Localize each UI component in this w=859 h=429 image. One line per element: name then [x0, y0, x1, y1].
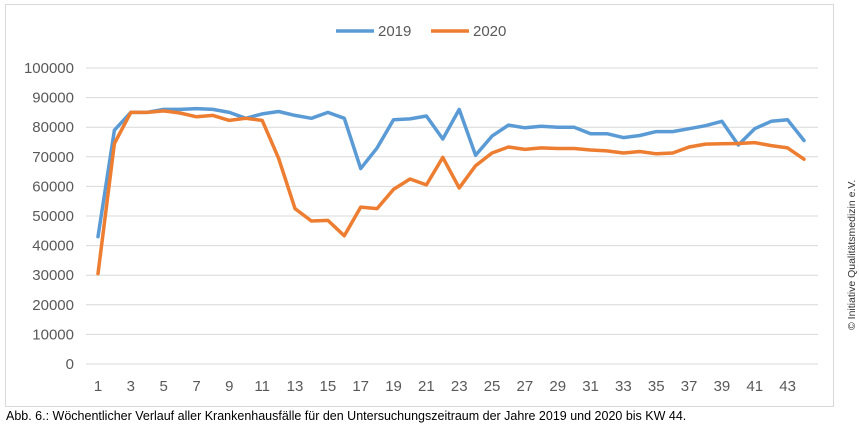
- x-tick-label: 3: [127, 378, 135, 395]
- y-tick-label: 20000: [32, 297, 74, 314]
- x-tick-label: 35: [648, 378, 665, 395]
- y-tick-label: 0: [66, 356, 74, 373]
- y-tick-label: 90000: [32, 90, 74, 107]
- x-tick-label: 29: [549, 378, 566, 395]
- series-layer: [96, 106, 806, 276]
- legend-label-2019: 2019: [378, 23, 411, 40]
- x-axis-labels: 1 3 5 7 9 11 13 15 17 19 21 23 25 27 29 31 33 35 37 39 41 43: [94, 378, 796, 395]
- x-tick-label: 19: [385, 378, 402, 395]
- x-tick-label: 37: [681, 378, 698, 395]
- x-tick-label: 15: [320, 378, 337, 395]
- x-tick-label: 1: [94, 378, 102, 395]
- x-tick-label: 21: [418, 378, 435, 395]
- y-tick-label: 80000: [32, 119, 74, 136]
- x-tick-label: 5: [160, 378, 168, 395]
- x-tick-label: 41: [746, 378, 763, 395]
- x-tick-label: 7: [192, 378, 200, 395]
- x-tick-label: 33: [615, 378, 632, 395]
- x-tick-label: 27: [517, 378, 534, 395]
- x-tick-label: 13: [287, 378, 304, 395]
- y-tick-label: 10000: [32, 326, 74, 343]
- y-tick-label: 40000: [32, 238, 74, 255]
- y-tick-label: 70000: [32, 149, 74, 166]
- line-chart: 0 10000 20000 30000 40000 50000 60000 70000 8000…: [24, 23, 818, 395]
- x-tick-label: 9: [225, 378, 233, 395]
- y-tick-label: 50000: [32, 208, 74, 225]
- legend: 2019 2020: [336, 23, 506, 40]
- grid-layer: [86, 67, 818, 365]
- y-tick-label: 100000: [24, 60, 74, 77]
- x-tick-label: 39: [714, 378, 731, 395]
- copyright-notice: © Initiative Qualitätsmedizin e.V.: [846, 179, 858, 330]
- figure-caption: Abb. 6.: Wöchentlicher Verlauf aller Kra…: [6, 409, 687, 423]
- x-tick-label: 43: [779, 378, 796, 395]
- x-tick-label: 25: [484, 378, 501, 395]
- chart-frame: 0 10000 20000 30000 40000 50000 60000 70000 8000…: [5, 4, 834, 407]
- x-tick-label: 17: [352, 378, 369, 395]
- x-tick-label: 31: [582, 378, 599, 395]
- series-line-2019: [96, 106, 806, 239]
- y-tick-label: 60000: [32, 178, 74, 195]
- series-line-2020: [96, 109, 806, 276]
- y-tick-label: 30000: [32, 267, 74, 284]
- x-tick-label: 23: [451, 378, 468, 395]
- y-axis-labels: 0 10000 20000 30000 40000 50000 60000 70000 8000…: [24, 60, 74, 373]
- legend-label-2020: 2020: [473, 23, 506, 40]
- x-tick-label: 11: [254, 378, 270, 395]
